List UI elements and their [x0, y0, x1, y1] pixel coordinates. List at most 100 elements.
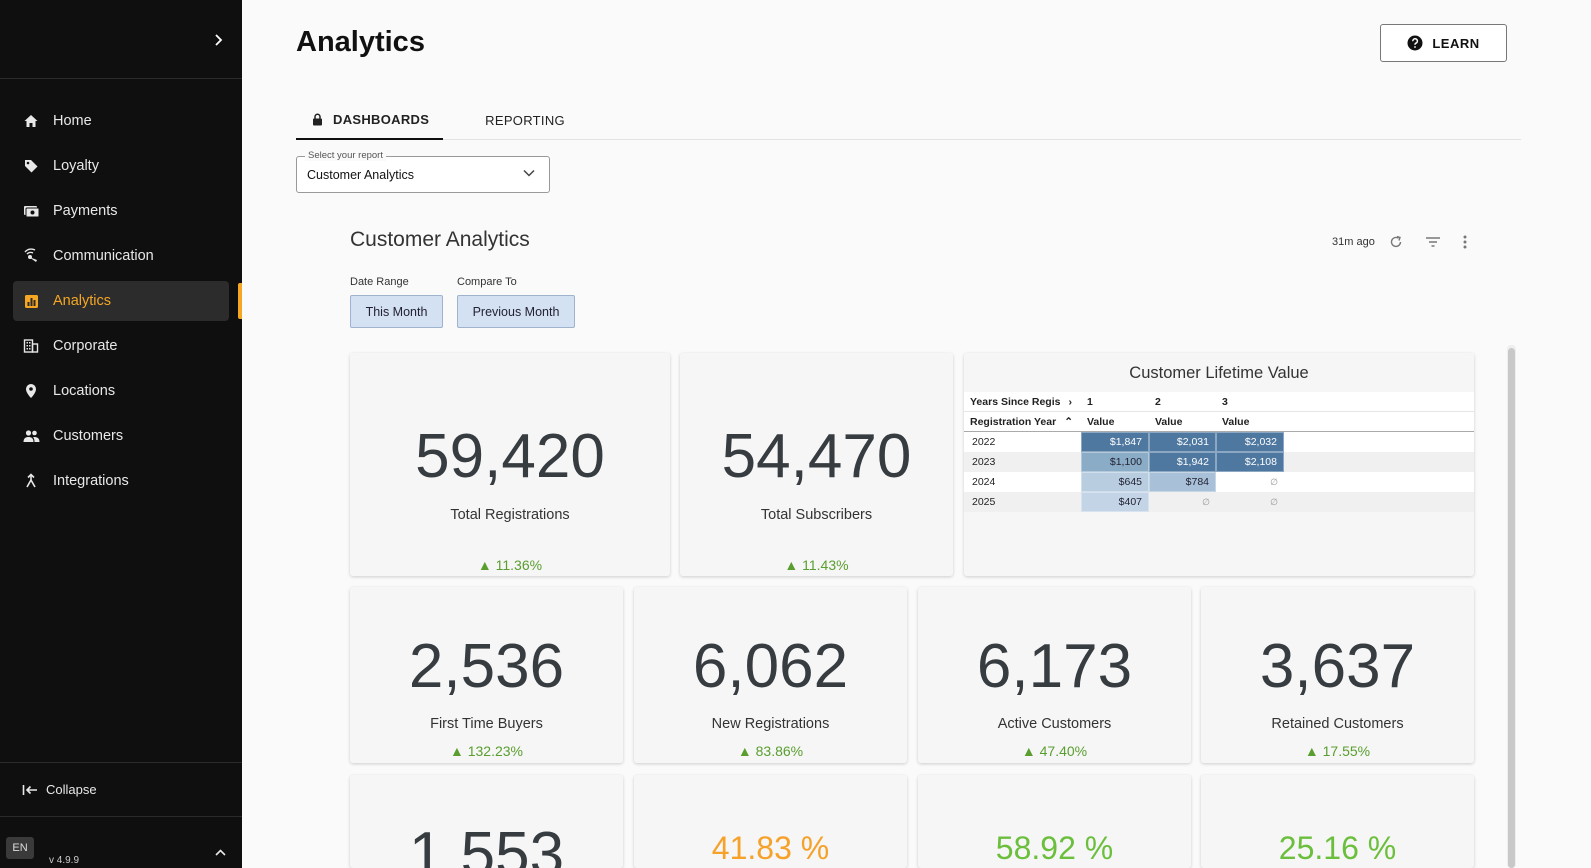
lock-icon [312, 113, 323, 126]
kpi-value: 41.83 % [711, 830, 830, 866]
dashboard-title: Customer Analytics [350, 228, 530, 251]
kpi-delta: ▲ 47.40% [1021, 743, 1088, 759]
sidebar-item-analytics[interactable]: Analytics [13, 281, 229, 321]
report-select[interactable]: Select your report Customer Analytics [296, 150, 550, 193]
clv-row-header[interactable]: Registration Year ⌃ [964, 412, 1081, 432]
kpi-value: 25.16 % [1278, 830, 1397, 866]
kpi-value: 6,062 [692, 632, 849, 701]
kpi-label: Total Registrations [450, 507, 570, 523]
clv-year-header: 1 [1087, 396, 1093, 408]
kpi-delta: ▲ 132.23% [449, 743, 523, 759]
kpi-value: 58.92 % [995, 830, 1114, 866]
sidebar-item-label: Customers [53, 428, 124, 444]
sidebar-item-customers[interactable]: Customers [13, 416, 229, 456]
clv-reg-year: 2024 [972, 476, 996, 488]
sidebar-item-home[interactable]: Home [13, 101, 229, 141]
clv-header-row-years: Years Since Regis › 1 2 3 [964, 392, 1474, 412]
chevron-up-icon[interactable] [215, 843, 226, 861]
sidebar-item-payments[interactable]: Payments [13, 191, 229, 231]
dashboard-scrollbar-thumb[interactable] [1508, 348, 1515, 868]
sidebar-header [0, 0, 242, 79]
tab-dashboards[interactable]: DASHBOARDS [296, 100, 444, 140]
clv-null-cell: ∅ [1149, 492, 1216, 512]
tab-label: DASHBOARDS [333, 111, 430, 127]
people-icon [22, 427, 40, 445]
tab-reporting[interactable]: REPORTING [471, 100, 579, 140]
date-range-chip[interactable]: This Month [350, 295, 443, 328]
kpi-label: Total Subscribers [760, 507, 873, 523]
home-icon [22, 112, 40, 130]
sidebar-item-label: Integrations [53, 473, 129, 489]
sidebar-item-label: Home [53, 113, 92, 129]
active-indicator [238, 283, 242, 319]
kpi-card-total-registrations: 59,420 Total Registrations ▲ 11.36% [350, 353, 670, 576]
help-icon [1407, 35, 1423, 51]
clv-value-cell: $2,032 [1216, 432, 1284, 452]
clv-null-cell: ∅ [1216, 492, 1284, 512]
kpi-value: 1,553 [408, 820, 565, 868]
clv-value-cell: $784 [1149, 472, 1216, 492]
clv-value-header: Value [1087, 416, 1115, 428]
collapse-button[interactable]: Collapse [0, 763, 242, 817]
clv-card: Customer Lifetime Value Years Since Regi… [964, 353, 1474, 576]
sidebar-item-corporate[interactable]: Corporate [13, 326, 229, 366]
version-text: v 4.9.9 [49, 855, 80, 866]
chevron-right-icon[interactable] [208, 30, 228, 50]
sidebar-item-label: Analytics [53, 293, 112, 309]
sidebar: Home Loyalty Payments Communication Anal… [0, 0, 242, 868]
kpi-label: First Time Buyers [430, 716, 543, 732]
sidebar-item-label: Loyalty [53, 158, 99, 174]
clv-value-cell: $2,031 [1149, 432, 1216, 452]
kpi-card-first-time-buyers: 2,536 First Time Buyers ▲ 132.23% [350, 587, 623, 763]
clv-col-header-label: Years Since Regis [970, 396, 1061, 408]
sidebar-item-integrations[interactable]: Integrations [13, 461, 229, 501]
clv-value-cell: $407 [1081, 492, 1149, 512]
language-row: EN v 4.9.9 [0, 817, 242, 868]
kpi-card-total-subscribers: 54,470 Total Subscribers ▲ 11.43% [680, 353, 953, 576]
sidebar-item-label: Payments [53, 203, 118, 219]
clv-value-header: Value [1222, 416, 1250, 428]
clv-col-header[interactable]: Years Since Regis › [964, 392, 1081, 412]
kpi-value: 59,420 [415, 422, 605, 491]
clv-header-row-values: Registration Year ⌃ Value Value Value [964, 412, 1474, 432]
kpi-card-row3-4: 25.16 % [1201, 775, 1474, 868]
sidebar-item-label: Locations [53, 383, 116, 399]
sidebar-nav: Home Loyalty Payments Communication Anal… [0, 79, 242, 501]
sidebar-item-loyalty[interactable]: Loyalty [13, 146, 229, 186]
report-select-value: Customer Analytics [307, 168, 414, 182]
kpi-card-row3-1: 1,553 [350, 775, 623, 868]
language-badge[interactable]: EN [6, 837, 34, 859]
clv-value-cell: $1,100 [1081, 452, 1149, 472]
refresh-icon[interactable] [1389, 235, 1403, 249]
kpi-value: 6,173 [976, 632, 1133, 701]
building-icon [22, 337, 40, 355]
last-updated: 31m ago [1332, 236, 1375, 248]
sidebar-item-locations[interactable]: Locations [13, 371, 229, 411]
compare-to-chip[interactable]: Previous Month [457, 295, 575, 328]
more-vert-icon[interactable] [1463, 235, 1467, 249]
sidebar-footer: Collapse EN v 4.9.9 [0, 762, 242, 868]
kpi-card-row3-2: 41.83 % [634, 775, 907, 868]
analytics-icon [22, 292, 40, 310]
kpi-delta: ▲ 11.36% [477, 557, 543, 573]
collapse-label: Collapse [46, 782, 97, 797]
kpi-value: 3,637 [1259, 632, 1416, 701]
sidebar-item-communication[interactable]: Communication [13, 236, 229, 276]
kpi-delta: ▲ 83.86% [737, 743, 804, 759]
merge-icon [22, 472, 40, 490]
kpi-value: 54,470 [721, 422, 912, 491]
chevron-down-icon [523, 169, 535, 177]
kpi-card-active-customers: 6,173 Active Customers ▲ 47.40% [918, 587, 1191, 763]
compare-to-label: Compare To [457, 276, 517, 288]
date-range-label: Date Range [350, 276, 409, 288]
sort-asc-icon: ⌃ [1064, 416, 1073, 428]
filter-icon[interactable] [1425, 236, 1441, 248]
page-title: Analytics [296, 26, 425, 58]
kpi-label: Active Customers [997, 716, 1112, 732]
clv-title: Customer Lifetime Value [1129, 364, 1309, 382]
clv-reg-year: 2023 [972, 456, 996, 468]
clv-reg-year: 2025 [972, 496, 996, 508]
payments-icon [22, 202, 40, 220]
tab-bar: DASHBOARDS REPORTING [296, 100, 1521, 140]
learn-button[interactable]: LEARN [1380, 24, 1507, 62]
